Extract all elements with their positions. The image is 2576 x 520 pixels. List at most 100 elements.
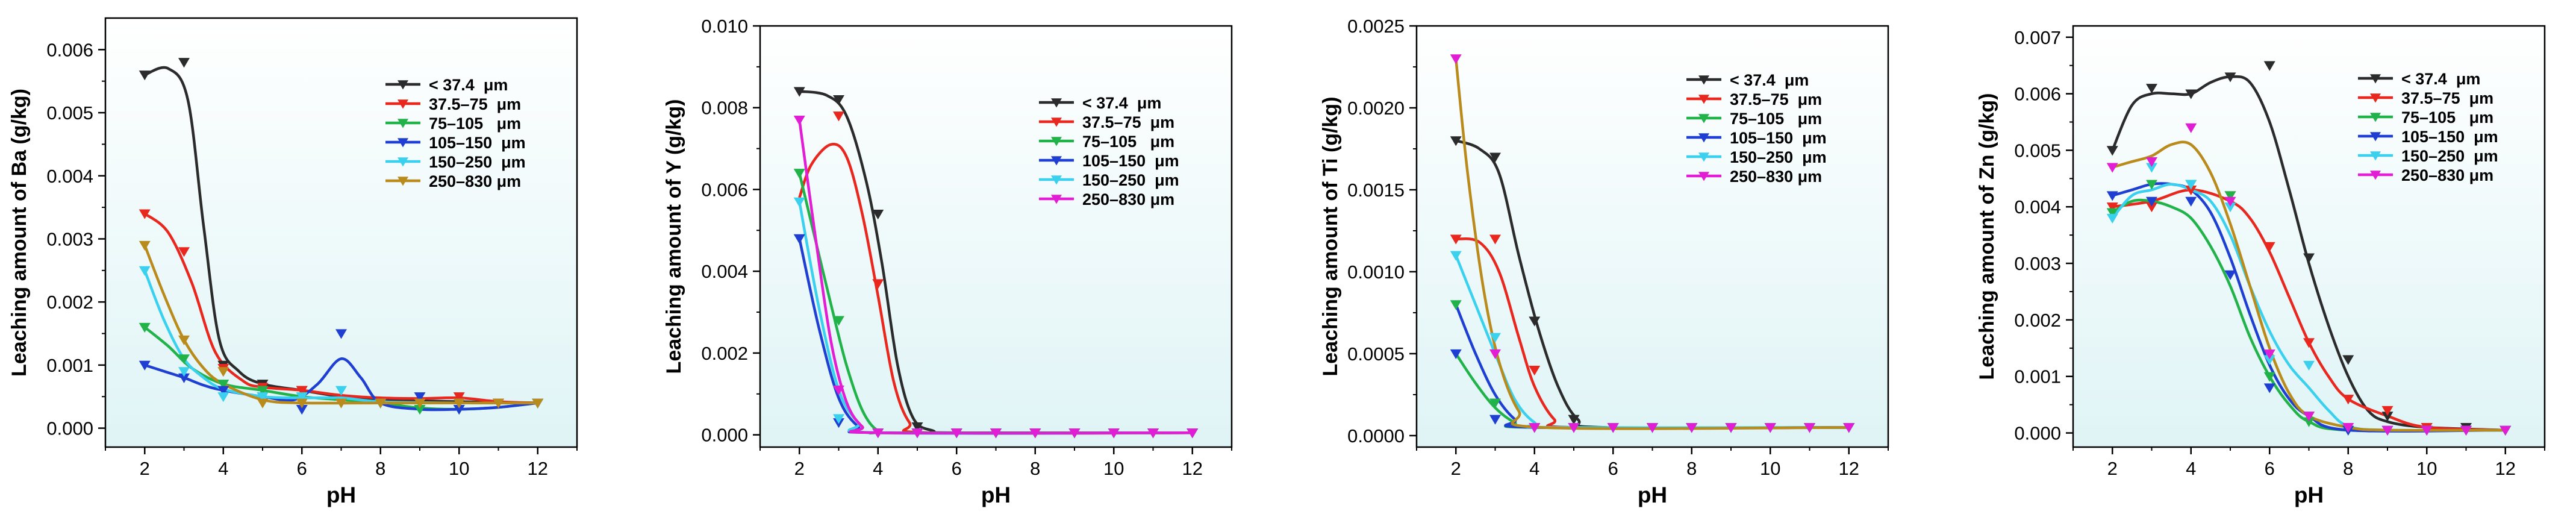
data-point-3-0 — [139, 360, 151, 371]
y-tick-label: 0.002 — [701, 343, 748, 364]
legend-marker-2 — [2370, 113, 2381, 122]
data-point-1-0 — [2106, 202, 2118, 213]
data-point-4-1 — [833, 414, 844, 424]
x-tick-label: 4 — [2186, 458, 2196, 479]
data-point-0-1 — [2146, 84, 2157, 94]
data-point-2-2 — [217, 380, 229, 390]
legend-marker-4 — [1698, 152, 1709, 162]
y-axis-label: Leaching amount of Zn (g/kg) — [1976, 93, 1998, 380]
data-point-5-3 — [2224, 196, 2236, 207]
x-tick-label: 2 — [140, 458, 150, 479]
data-point-3-0 — [793, 234, 805, 244]
data-point-1-1 — [178, 247, 190, 257]
data-point-5-7 — [414, 398, 426, 409]
legend-marker-0 — [1698, 75, 1709, 85]
data-point-4-2 — [2185, 180, 2197, 190]
legend-marker-1 — [1698, 95, 1709, 104]
x-tick-label: 2 — [2107, 458, 2118, 479]
plot-background — [760, 26, 1232, 447]
data-point-5-2 — [217, 367, 229, 377]
y-axis-label: Leaching amount of Ti (g/kg) — [1319, 96, 1342, 376]
x-tick-label: 12 — [1182, 458, 1203, 479]
chart-panel-ti: 2 4 6 8 10 12 0.0000 0.0005 0.0010 0.0015 0.0020 0.… — [1319, 16, 1889, 507]
legend-label-2: 75–105 μm — [1082, 133, 1174, 151]
x-tick-label: 4 — [218, 458, 228, 479]
y-tick-label: 0.010 — [701, 16, 748, 37]
data-point-0-3 — [1568, 415, 1580, 425]
series-line-5 — [2112, 140, 2506, 432]
chart-panel-ba: 2 4 6 8 10 12 0.000 0.001 0.002 0.003 0.004 0.005 0.… — [8, 17, 578, 507]
data-point-0-1 — [178, 58, 190, 68]
y-tick-label: 0.0010 — [1347, 262, 1405, 283]
legend-marker-2 — [398, 119, 408, 128]
legend-label-4: 150–250 μm — [1730, 148, 1827, 166]
legend-marker-3 — [1051, 156, 1062, 166]
x-tick-label: 8 — [1030, 458, 1040, 479]
legend-label-5: 250–830 μm — [429, 172, 521, 190]
y-tick-label: 0.002 — [46, 292, 93, 313]
data-point-5-9 — [2460, 425, 2472, 436]
legend-label-5: 250–830 μm — [1730, 168, 1822, 186]
data-point-5-8 — [453, 398, 465, 409]
data-point-0-6 — [2342, 355, 2354, 365]
y-tick-label: 0.000 — [2014, 423, 2061, 444]
y-tick-label: 0.000 — [701, 425, 748, 446]
data-point-5-4 — [1607, 423, 1619, 433]
data-point-4-3 — [2224, 202, 2236, 213]
data-point-5-5 — [1647, 423, 1658, 433]
data-point-5-1 — [178, 335, 190, 346]
data-point-4-3 — [257, 392, 269, 403]
data-point-5-4 — [296, 398, 308, 409]
y-tick-label: 0.0000 — [1347, 425, 1405, 446]
legend-marker-0 — [1051, 98, 1062, 108]
data-point-4-0 — [1450, 251, 1462, 261]
data-point-0-5 — [2303, 253, 2315, 263]
data-point-0-2 — [872, 210, 884, 220]
data-point-1-6 — [2342, 395, 2354, 405]
data-point-1-7 — [2381, 406, 2394, 416]
data-point-0-3 — [2224, 72, 2236, 83]
data-point-4-0 — [793, 197, 805, 207]
data-point-5-8 — [1108, 428, 1120, 439]
chart-panel-y: 2 4 6 8 10 12 0.000 0.002 0.004 0.006 0.008 0.010 pH… — [663, 16, 1233, 507]
data-point-1-0 — [139, 209, 151, 219]
data-point-4-5 — [2303, 360, 2315, 371]
legend-marker-5 — [2370, 171, 2381, 180]
data-point-2-0 — [139, 322, 151, 333]
series-line-5 — [1455, 58, 1849, 430]
legend-marker-5 — [1698, 172, 1709, 181]
data-point-5-4 — [2263, 349, 2275, 360]
series-line-0 — [144, 66, 538, 404]
x-tick-label: 10 — [1760, 458, 1780, 479]
data-point-3-2 — [217, 386, 229, 396]
legend-label-3: 105–150 μm — [429, 134, 526, 152]
y-tick-label: 0.003 — [46, 228, 93, 249]
series-line-3 — [2112, 182, 2506, 433]
data-point-1-1 — [2146, 202, 2157, 213]
data-point-2-5 — [2303, 417, 2315, 427]
y-tick-label: 0.002 — [2014, 310, 2061, 331]
x-tick-label: 2 — [794, 458, 805, 479]
data-point-5-7 — [1725, 423, 1737, 433]
legend-label-0: < 37.4 μm — [1082, 94, 1161, 112]
data-point-4-4 — [296, 392, 308, 403]
data-point-5-8 — [2421, 425, 2433, 436]
data-point-1-5 — [453, 392, 465, 403]
data-point-3-7 — [414, 392, 426, 403]
data-point-5-10 — [1843, 423, 1855, 433]
legend-label-2: 75–105 μm — [1730, 110, 1822, 128]
y-tick-label: 0.005 — [46, 102, 93, 124]
y-axis-label: Leaching amount of Ba (g/kg) — [8, 89, 31, 377]
legend-marker-0 — [398, 80, 408, 90]
legend-label-3: 105–150 μm — [2401, 128, 2498, 146]
data-point-2-1 — [1489, 398, 1501, 409]
data-point-2-3 — [257, 386, 269, 396]
data-point-1-5 — [2303, 338, 2315, 348]
data-point-3-1 — [2146, 196, 2157, 207]
x-axis-label: pH — [1638, 483, 1667, 507]
data-point-0-4 — [2263, 61, 2275, 71]
legend-label-5: 250–830 μm — [1082, 190, 1174, 208]
data-point-5-0 — [1450, 54, 1462, 64]
series-line-0 — [2111, 75, 2506, 432]
